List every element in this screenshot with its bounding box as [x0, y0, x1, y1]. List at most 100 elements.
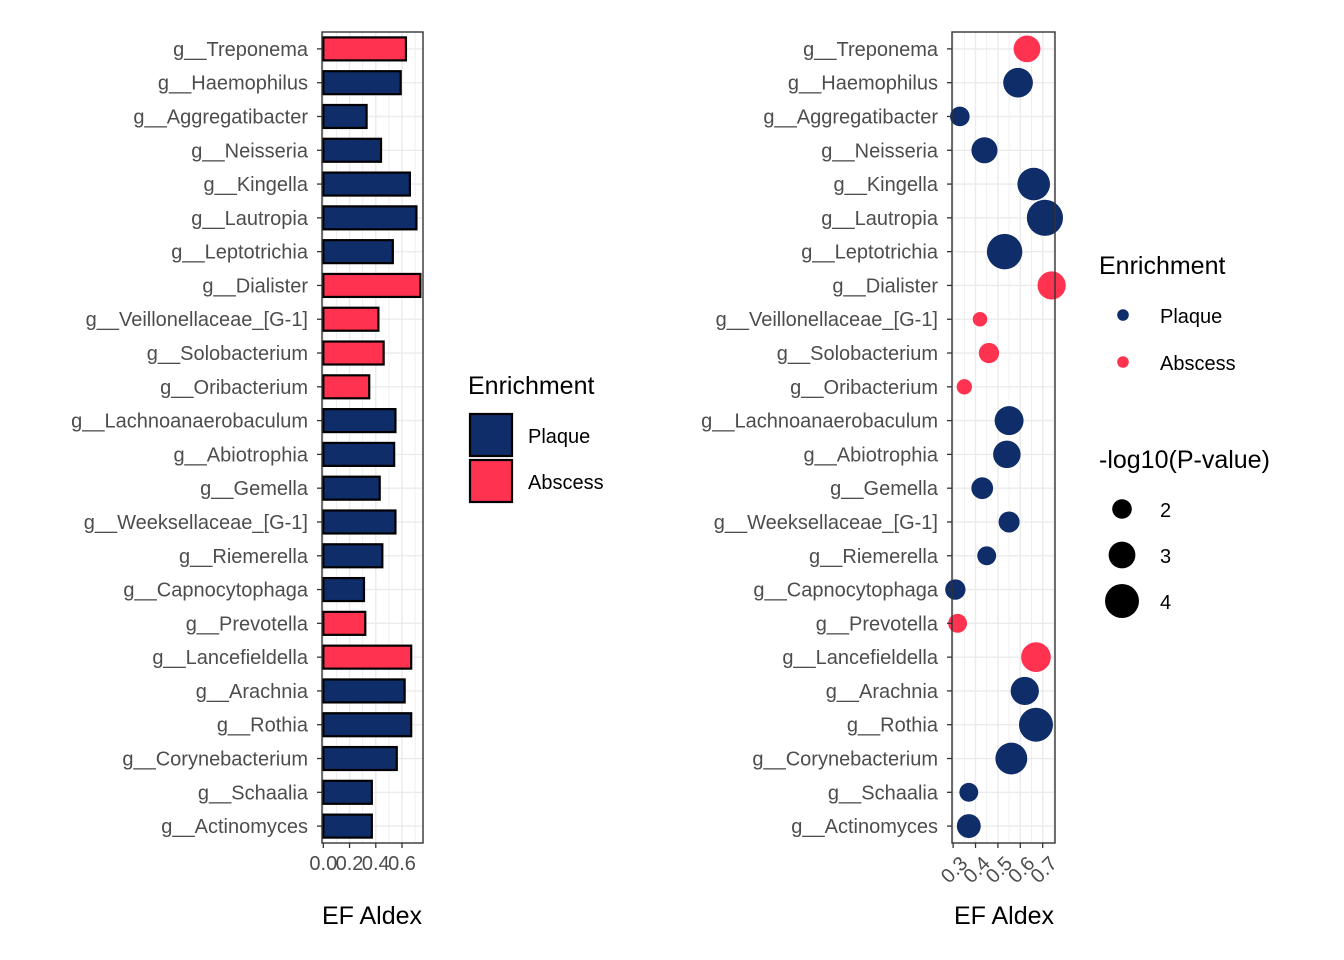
dot-color-legend-key-abscess — [1117, 356, 1129, 368]
dot-chart-panel: g__Treponema g__Haemophilus g__Aggregatiba… — [701, 31, 1270, 930]
bar-y-tick-label: g__Capnocytophaga — [123, 580, 308, 602]
dot-y-tick-label: g__Treponema — [803, 39, 939, 61]
dot-y-axis: g__Treponema g__Haemophilus g__Aggregatiba… — [701, 39, 952, 838]
bar-x-tick-label: 0.4 — [362, 853, 390, 875]
bar-g-dialister — [322, 272, 422, 299]
dot-size-legend-key-3 — [1108, 541, 1136, 569]
bar-g-lancefieldella — [322, 644, 413, 670]
dot-g-capnocytophaga — [945, 579, 966, 600]
bar-g-prevotella — [322, 610, 367, 636]
bar-g-lautropia — [322, 205, 418, 231]
dot-g-actinomyces — [956, 814, 981, 839]
bar-g-arachnia — [322, 678, 406, 704]
dot-legend: Enrichment Plaque Abscess -log10(P-value) 2 3… — [1099, 252, 1270, 618]
bar-g-haemophilus — [322, 70, 402, 96]
bar-y-tick-label: g__Rothia — [217, 715, 309, 737]
dot-y-tick-label: g__Gemella — [830, 478, 939, 500]
dot-color-legend-label-plaque: Plaque — [1160, 306, 1222, 328]
bar-g-rothia — [322, 712, 413, 738]
dot-size-legend-label-4: 4 — [1160, 592, 1171, 614]
dot-g-lancefieldella — [1021, 642, 1051, 672]
bar-g-actinomyces — [322, 813, 373, 839]
bar-y-tick-label: g__Schaalia — [198, 782, 309, 804]
bar-y-tick-label: g__Lachnoanaerobaculum — [71, 411, 308, 433]
bar-g-lachnoanaerobaculum — [322, 408, 397, 434]
bar-y-tick-label: g__Neisseria — [191, 140, 309, 162]
dot-g-weeksellaceae-g-1 — [998, 511, 1020, 533]
bar-g-kingella — [322, 171, 411, 197]
bar-legend-title: Enrichment — [468, 372, 594, 400]
bar-y-tick-label: g__Actinomyces — [161, 816, 308, 838]
bar-g-solobacterium — [322, 340, 385, 366]
dot-y-tick-label: g__Lachnoanaerobaculum — [701, 411, 938, 433]
dot-g-veillonellaceae-g-1 — [972, 311, 988, 327]
dot-y-tick-label: g__Riemerella — [809, 546, 939, 568]
bar-y-tick-label: g__Dialister — [202, 275, 308, 297]
bar-y-tick-label: g__Gemella — [200, 478, 309, 500]
bar-g-corynebacterium — [322, 745, 398, 772]
bar-g-aggregatibacter — [322, 103, 368, 130]
dot-y-tick-label: g__Veillonellaceae_[G-1] — [716, 309, 938, 331]
bar-legend-label-plaque: Plaque — [528, 426, 590, 448]
dot-g-treponema — [1013, 35, 1041, 63]
bar-g-capnocytophaga — [322, 576, 366, 603]
bar-x-axis: 0.00.20.40.6 — [309, 843, 416, 875]
dot-color-legend-label-abscess: Abscess — [1160, 353, 1236, 375]
dot-g-prevotella — [948, 613, 968, 633]
dot-y-tick-label: g__Lancefieldella — [782, 647, 939, 669]
bar-plot-border — [321, 31, 424, 844]
dot-g-solobacterium — [978, 342, 1000, 364]
dot-series — [945, 35, 1066, 839]
dot-y-tick-label: g__Actinomyces — [791, 816, 938, 838]
dot-g-dialister — [1037, 271, 1066, 300]
bar-legend-key-abscess — [468, 458, 514, 504]
bar-legend-label-abscess: Abscess — [528, 472, 604, 494]
bar-y-tick-label: g__Lautropia — [191, 208, 309, 230]
dot-g-corynebacterium — [995, 742, 1028, 775]
bar-legend-key-plaque — [468, 412, 514, 458]
dot-g-abiotrophia — [993, 440, 1021, 469]
dot-y-tick-label: g__Dialister — [832, 275, 938, 297]
bar-y-tick-label: g__Aggregatibacter — [133, 106, 308, 128]
dot-y-tick-label: g__Haemophilus — [788, 73, 938, 95]
dot-x-axis-title: EF Aldex — [954, 902, 1055, 930]
bar-series — [322, 36, 422, 839]
bar-g-veillonellaceae-g-1 — [322, 306, 380, 332]
dot-g-leptotrichia — [986, 233, 1023, 270]
dot-plot-border — [951, 31, 1056, 844]
bar-g-treponema — [322, 36, 408, 62]
bar-g-leptotrichia — [322, 239, 394, 265]
dot-g-lautropia — [1026, 199, 1064, 236]
bar-y-tick-label: g__Leptotrichia — [171, 242, 309, 264]
bar-g-schaalia — [322, 779, 373, 805]
dot-g-lachnoanaerobaculum — [994, 406, 1024, 436]
dot-y-tick-label: g__Kingella — [833, 174, 938, 196]
bar-x-tick-label: 0.6 — [388, 853, 416, 875]
bar-y-tick-label: g__Riemerella — [179, 546, 309, 568]
dot-y-tick-label: g__Leptotrichia — [801, 242, 939, 264]
dot-x-axis: 0.30.40.50.60.7 — [937, 843, 1062, 888]
dot-y-tick-label: g__Corynebacterium — [752, 749, 938, 771]
bar-x-axis-title: EF Aldex — [322, 902, 423, 930]
dot-size-legend-key-4 — [1105, 584, 1139, 618]
dot-g-riemerella — [977, 546, 997, 566]
bar-y-tick-label: g__Weeksellaceae_[G-1] — [84, 512, 308, 534]
bar-y-tick-label: g__Veillonellaceae_[G-1] — [86, 309, 308, 331]
dot-color-legend-title: Enrichment — [1099, 252, 1225, 280]
dot-g-arachnia — [1010, 676, 1039, 706]
dot-y-tick-label: g__Arachnia — [826, 681, 939, 703]
dot-y-tick-label: g__Abiotrophia — [803, 444, 938, 466]
dot-g-gemella — [971, 477, 994, 500]
bar-y-tick-label: g__Abiotrophia — [173, 444, 308, 466]
dot-y-tick-label: g__Rothia — [847, 715, 939, 737]
bar-y-tick-label: g__Oribacterium — [160, 377, 308, 399]
bar-y-tick-label: g__Haemophilus — [158, 73, 308, 95]
bar-y-tick-label: g__Corynebacterium — [122, 749, 308, 771]
bar-g-neisseria — [322, 137, 383, 163]
dot-y-tick-label: g__Weeksellaceae_[G-1] — [714, 512, 938, 534]
dot-g-aggregatibacter — [950, 106, 970, 127]
bar-g-gemella — [322, 475, 381, 501]
bar-x-tick-label: 0.2 — [336, 853, 364, 875]
bar-y-tick-label: g__Treponema — [173, 39, 309, 61]
